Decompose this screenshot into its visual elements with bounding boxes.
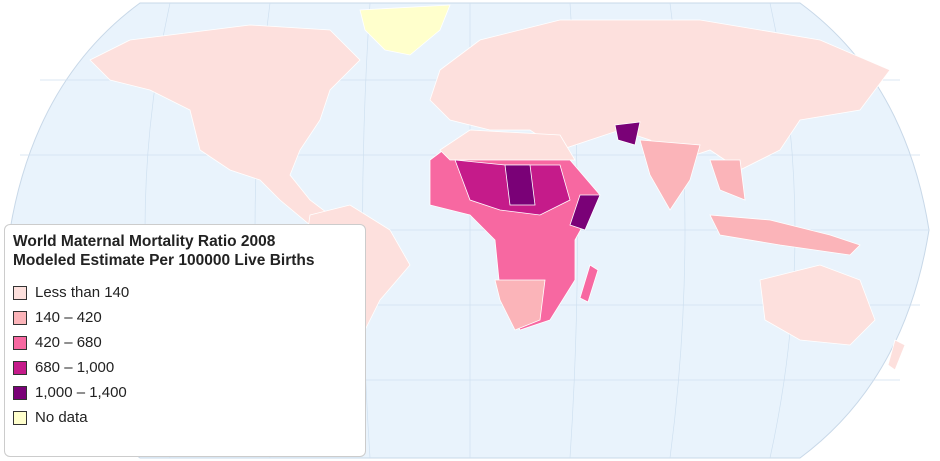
- legend-swatch: [13, 310, 27, 325]
- legend-swatch: [13, 335, 27, 350]
- indonesia: [709, 214, 861, 256]
- legend-swatch: [13, 410, 27, 425]
- legend-label: Less than 140: [35, 284, 130, 301]
- australia: [759, 264, 876, 346]
- legend-swatch: [13, 360, 27, 375]
- legend-items: Less than 140 140 – 420 420 – 680 680 – 1,0…: [13, 280, 357, 430]
- legend-swatch: [13, 385, 27, 400]
- greenland: [359, 4, 451, 56]
- legend-label: 680 – 1,000: [35, 359, 115, 376]
- somalia: [569, 194, 601, 231]
- legend-item[interactable]: 420 – 680: [13, 330, 357, 355]
- legend-label: 1,000 – 1,400: [35, 384, 127, 401]
- legend-item[interactable]: No data: [13, 405, 357, 430]
- eurasia: [429, 19, 891, 171]
- legend: World Maternal Mortality Ratio 2008 Mode…: [4, 224, 366, 457]
- legend-label: No data: [35, 409, 88, 426]
- legend-label: 420 – 680: [35, 334, 102, 351]
- madagascar: [579, 264, 599, 303]
- afghanistan: [614, 121, 641, 146]
- legend-item[interactable]: 680 – 1,000: [13, 355, 357, 380]
- legend-item[interactable]: 140 – 420: [13, 305, 357, 330]
- legend-swatch: [13, 285, 27, 300]
- southern-africa: [494, 279, 546, 331]
- legend-title: World Maternal Mortality Ratio 2008 Mode…: [13, 233, 315, 269]
- south-asia: [639, 139, 701, 211]
- legend-item[interactable]: Less than 140: [13, 280, 357, 305]
- legend-item[interactable]: 1,000 – 1,400: [13, 380, 357, 405]
- chad: [504, 164, 536, 206]
- north-africa: [439, 129, 576, 161]
- legend-label: 140 – 420: [35, 309, 102, 326]
- new-zealand: [887, 339, 906, 371]
- southeast-asia: [709, 159, 746, 201]
